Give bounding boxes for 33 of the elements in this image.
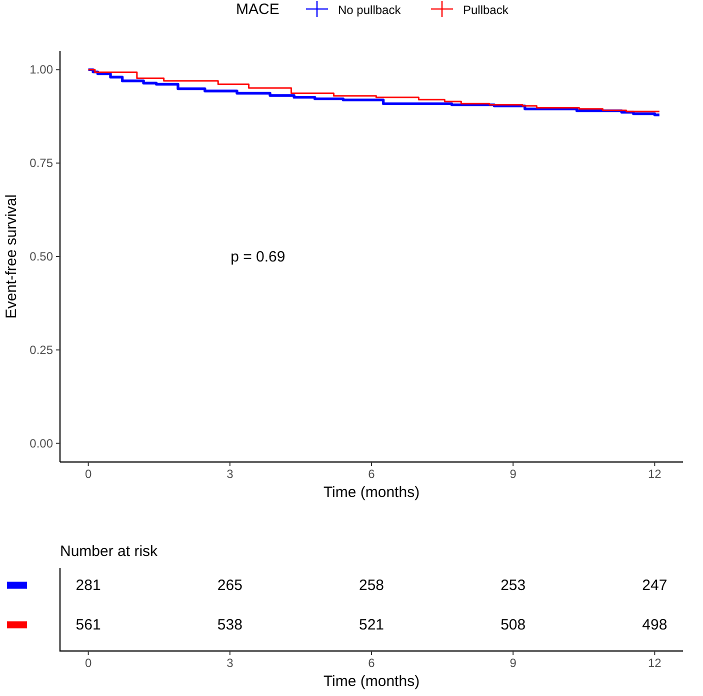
data-label: 247	[642, 576, 668, 594]
x-tick-label: 9	[510, 467, 517, 481]
data-label: 265	[217, 576, 242, 594]
x-tick-label: 9	[510, 656, 517, 670]
x-tick-label: 0	[84, 656, 92, 670]
data-label: 508	[500, 616, 526, 634]
x-axis-title: Time (months)	[323, 484, 420, 501]
data-label: 561	[76, 616, 101, 634]
y-axis-title: Event-free survival	[3, 194, 20, 319]
legend-title: MACE	[236, 1, 280, 18]
data-label: 258	[358, 576, 384, 594]
chart-title: Number at risk	[60, 543, 158, 560]
x-tick-label: 12	[648, 467, 662, 481]
x-tick-label: 6	[368, 656, 376, 670]
x-tick-label: 3	[226, 467, 234, 481]
y-tick-label: 0.75	[30, 156, 54, 170]
x-tick-label: 6	[368, 467, 376, 481]
x-axis-title: Time (months)	[323, 673, 420, 690]
y-tick-label: 0.00	[30, 436, 54, 450]
legend-label: Pullback	[463, 3, 510, 17]
y-tick-label: 1.00	[30, 62, 54, 77]
data-label: 281	[76, 576, 101, 594]
x-tick-label: 12	[648, 656, 662, 670]
y-tick-label: 0.50	[30, 250, 54, 264]
x-tick-label: 3	[226, 656, 234, 670]
annotation: p = 0.69	[230, 248, 286, 266]
data-label: 521	[358, 616, 384, 634]
data-label: 538	[217, 616, 242, 634]
data-label: 498	[642, 616, 668, 634]
legend-label: No pullback	[338, 3, 402, 17]
y-tick-label: 0.25	[30, 342, 54, 357]
x-tick-label: 0	[84, 467, 92, 481]
data-label: 253	[500, 576, 526, 594]
